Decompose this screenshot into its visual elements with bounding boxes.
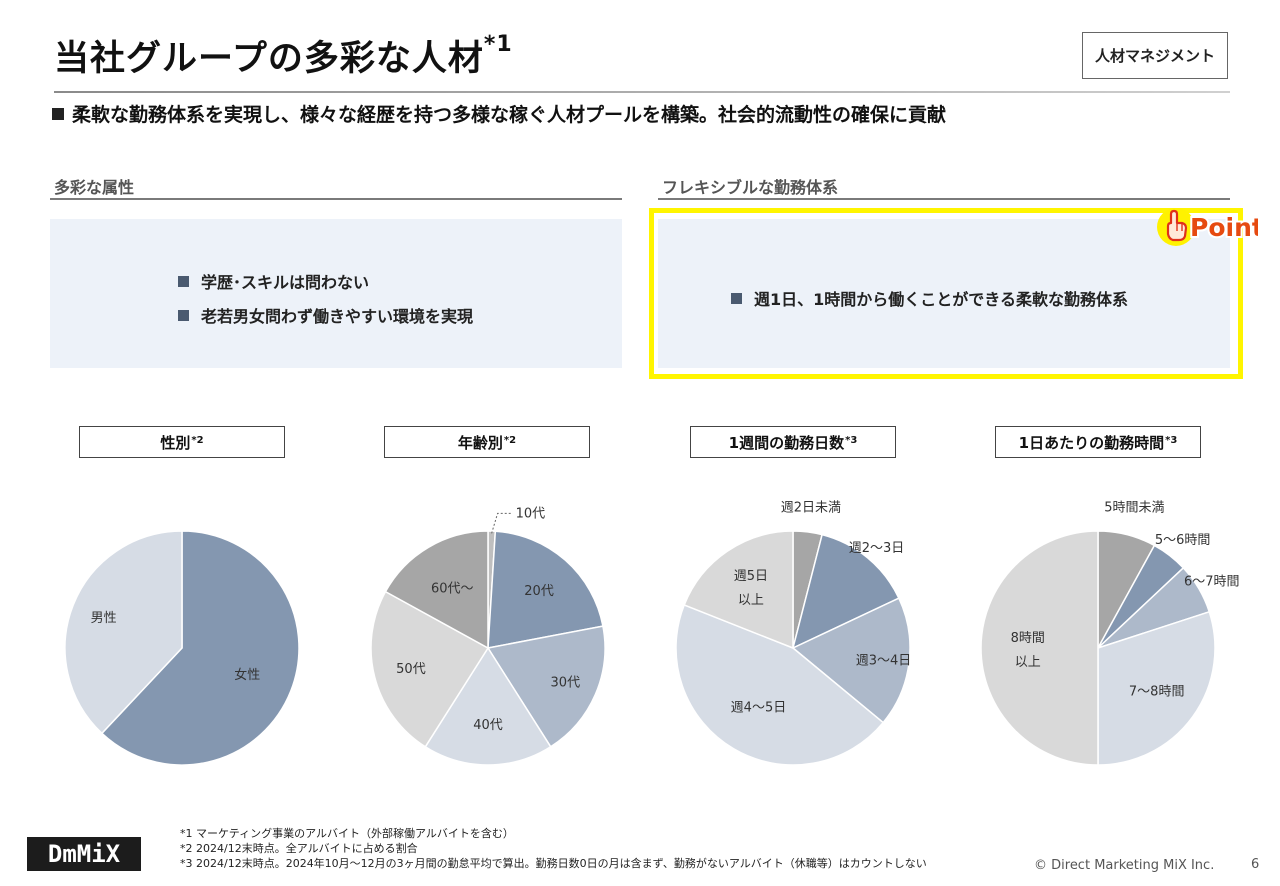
title-footnote-mark: *1 [483,32,513,57]
pie-1: 10代 20代 30代 40代 50代 60代～ [370,506,606,766]
pie-slice [424,646,552,766]
pie-label: 10代 [516,506,546,521]
pie-slice [384,530,489,650]
pie-label: 週4～5日 [731,700,787,715]
copyright: © Direct Marketing MiX Inc. [1034,858,1215,873]
pie-slice [1097,610,1216,766]
pie-leader-line [491,512,512,534]
pie-label: 週2日未満 [781,500,841,515]
pie-label: 週5日以上 [734,569,768,608]
pie-label: 7～8時間 [1129,685,1185,700]
pie-label: 30代 [551,675,581,690]
footnote-1: *1 マーケティング事業のアルバイト（外部稼働アルバイトを含む） [180,827,514,840]
pie-slice [100,530,300,766]
left-section-heading: 多彩な属性 [54,178,135,197]
company-logo: DmMiX [27,837,141,871]
highlight-frame [649,208,1243,379]
page-subtitle: 柔軟な勤務体系を実現し、様々な経歴を持つ多様な稼ぐ人材プールを構築。社会的流動性… [52,100,946,127]
left-bullet-2: 老若男女問わず働きやすい環境を実現 [178,303,473,327]
pie-label: 5～6時間 [1155,533,1211,548]
footnote-3: *3 2024/12末時点。2024年10月～12月の3ヶ月間の勤怠平均で算出。… [180,857,927,870]
left-section-panel: 学歴･スキルは問わない 老若男女問わず働きやすい環境を実現 [50,219,622,368]
pie-3: 5時間未満 5～6時間 6～7時間 7～8時間 8時間以上 [980,500,1240,766]
pie-slice [791,533,900,650]
pie-slice [64,530,183,735]
chart-title-workdays: 1週間の勤務日数 *3 [690,426,896,458]
right-section-divider [658,198,1230,200]
pie-slice [683,530,794,650]
pie-label: 女性 [234,667,260,683]
pie-0: 女性 男性 [64,530,300,766]
pie-label: 20代 [524,584,554,599]
left-bullet-1: 学歴･スキルは問わない [178,269,369,293]
point-badge: Point [1154,204,1266,250]
pie-label: 週3～4日 [856,653,912,668]
page-number: 6 [1251,857,1260,872]
footnotes: *1 マーケティング事業のアルバイト（外部稼働アルバイトを含む） *2 2024… [180,826,927,871]
pie-label: 40代 [473,718,503,733]
chart-title-gender: 性別 *2 [79,426,285,458]
section-tag: 人材マネジメント [1082,32,1228,79]
pie-label: 8時間以上 [1011,631,1045,670]
pie-slice [486,625,606,748]
square-bullet-icon [178,276,189,287]
pointing-hand-icon: Point [1157,208,1266,246]
square-bullet-icon [178,310,189,321]
chart-title-workhours: 1日あたりの勤務時間 *3 [995,426,1201,458]
pie-label: 5時間未満 [1104,500,1164,515]
pie-slice [370,590,490,748]
left-section-divider [50,198,622,200]
pie-label: 6～7時間 [1184,575,1240,590]
chart-title-age: 年齢別 *2 [384,426,590,458]
right-section-panel: 週1日、1時間から働くことができる柔軟な勤務体系 [658,219,1230,368]
pie-label: 60代～ [431,582,474,597]
pie-slice [980,530,1099,766]
pie-charts: 女性 男性 10代 20代 30代 40代 50代 60代～ 週2日未満週2～3日週3～4日週4… [64,500,1240,766]
pie-slice [675,603,885,766]
point-label: Point [1190,213,1258,242]
square-bullet-icon [52,108,64,120]
page-title: 当社グループの多彩な人材*1 [54,32,513,79]
pie-slice [791,597,911,724]
right-section-heading: フレキシブルな勤務体系 [662,178,839,197]
footnote-2: *2 2024/12末時点。全アルバイトに占める割合 [180,842,418,855]
pie-label: 週2～3日 [849,541,905,556]
pie-label: 男性 [91,611,117,626]
right-bullet-1: 週1日、1時間から働くことができる柔軟な勤務体系 [731,286,1128,310]
pie-slice [487,530,604,649]
pie-label: 50代 [396,662,426,677]
square-bullet-icon [731,293,742,304]
title-divider [54,91,1230,93]
